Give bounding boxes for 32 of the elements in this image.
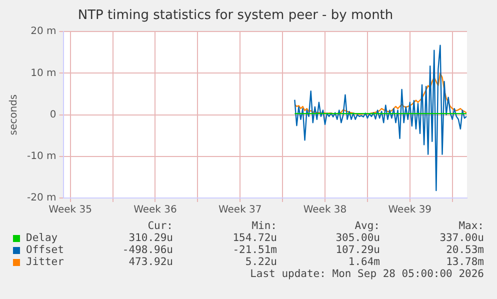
x-tick-label: Week 37	[218, 204, 262, 216]
text: 473.92u	[128, 256, 173, 268]
text: Min:	[252, 220, 277, 232]
text: 337.00u	[440, 232, 484, 244]
x-tick-label: Week 35	[48, 204, 92, 216]
text: 1.64m	[348, 256, 380, 268]
x-tick-label: Week 36	[134, 204, 177, 216]
text: 13.78m	[446, 256, 484, 268]
y-tick-label: 20 m	[30, 26, 56, 38]
text: 20.53m	[446, 244, 484, 256]
y-tick-label: 10 m	[30, 68, 56, 79]
chart-title: NTP timing statistics for system peer - by month	[78, 8, 394, 24]
text: -21.51m	[232, 244, 277, 256]
text: -498.96u	[122, 244, 173, 256]
text: Last update: Mon Sep 28 05:00:00 2026	[250, 268, 484, 280]
y-tick-label: -20 m	[26, 192, 56, 204]
y-tick-label: -10 m	[26, 150, 56, 162]
y-axis-title: seconds	[8, 94, 20, 136]
text: 5.22u	[245, 256, 277, 268]
legend-label: Offset	[26, 244, 64, 256]
legend-label: Jitter	[26, 256, 64, 268]
text: Cur:	[148, 220, 173, 232]
text: Max:	[458, 220, 484, 232]
text: 310.29u	[128, 232, 173, 244]
text: Avg:	[354, 220, 380, 232]
x-tick-label: Week 38	[303, 204, 347, 216]
legend-label: Delay	[26, 232, 58, 244]
text: 107.29u	[336, 244, 380, 256]
text: 305.00u	[336, 232, 380, 244]
x-tick-label: Week 39	[388, 204, 432, 216]
text: 154.72u	[232, 232, 277, 244]
y-tick-label: 0	[50, 109, 56, 120]
